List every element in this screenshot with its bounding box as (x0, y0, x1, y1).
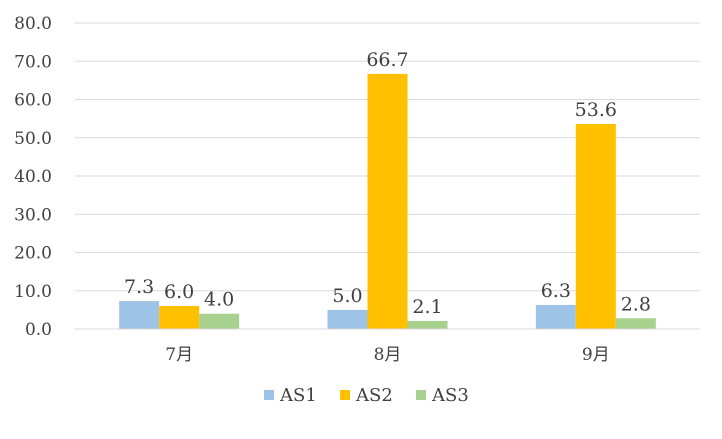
y-axis-tick-labels: 0.0 10.0 20.0 30.0 40.0 50.0 60.0 70.0 80.0 (14, 14, 52, 340)
legend-swatch-as1 (264, 390, 274, 400)
data-label: 2.1 (412, 296, 442, 318)
data-label: 6.0 (164, 281, 194, 303)
bars (119, 73, 656, 329)
bar-as1-3 (535, 304, 576, 329)
y-tick-label: 60.0 (14, 91, 52, 111)
bar-as2-3 (575, 123, 616, 329)
x-category-label: 8月 (374, 345, 402, 365)
bar-as3-3 (615, 318, 656, 329)
x-category-label: 7月 (165, 345, 193, 365)
data-label: 66.7 (366, 49, 408, 71)
y-tick-label: 70.0 (14, 52, 52, 72)
data-label: 5.0 (332, 285, 362, 307)
y-tick-label: 40.0 (14, 167, 52, 187)
y-tick-label: 20.0 (14, 244, 52, 264)
legend-swatch-as3 (416, 390, 426, 400)
bar-as1-2 (327, 309, 368, 329)
bar-as2-2 (367, 73, 408, 329)
legend-label-as2: AS2 (355, 385, 393, 406)
data-label: 4.0 (204, 289, 234, 311)
y-tick-label: 10.0 (14, 282, 52, 302)
x-category-label: 9月 (582, 345, 610, 365)
bar-as2-1 (159, 306, 200, 329)
x-axis-category-labels: 7月 8月 9月 (165, 345, 609, 365)
bar-as1-1 (119, 301, 160, 329)
data-label: 2.8 (621, 293, 651, 315)
y-tick-label: 50.0 (14, 129, 52, 149)
legend-label-as3: AS3 (431, 385, 469, 406)
legend-swatch-as2 (340, 390, 350, 400)
data-label: 53.6 (575, 99, 617, 121)
y-tick-label: 80.0 (14, 14, 52, 34)
data-label: 6.3 (541, 280, 571, 302)
data-labels: 7.3 6.0 4.0 5.0 66.7 2.1 6.3 53.6 2.8 (124, 49, 651, 318)
bar-as3-2 (407, 320, 448, 329)
y-tick-label: 30.0 (14, 205, 52, 225)
y-tick-label: 0.0 (25, 320, 52, 340)
data-label: 7.3 (124, 276, 154, 298)
legend: AS1 AS2 AS3 (264, 385, 469, 406)
bar-as3-1 (199, 313, 240, 329)
legend-label-as1: AS1 (279, 385, 317, 406)
